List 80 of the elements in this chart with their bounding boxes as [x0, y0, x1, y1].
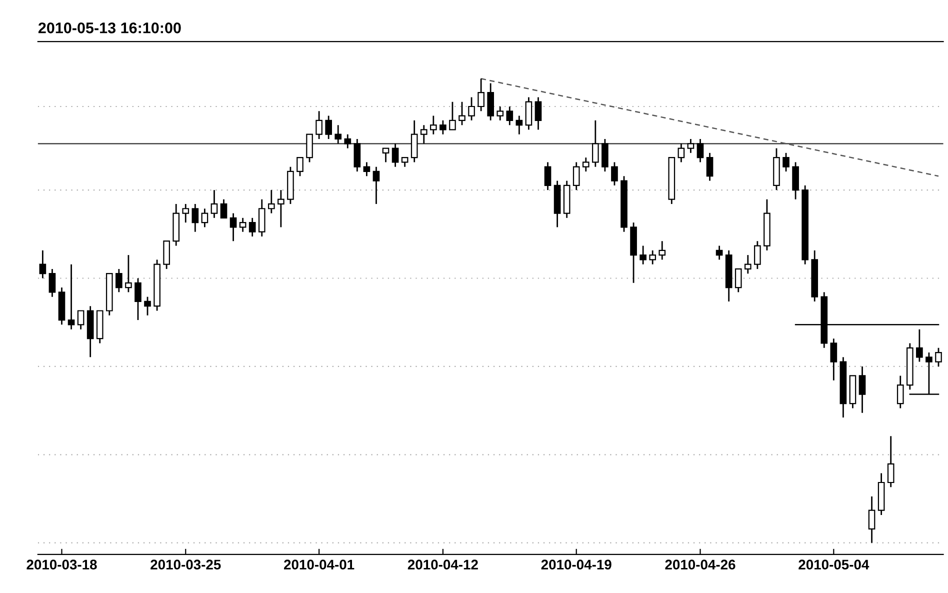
candlestick [858, 366, 866, 414]
candlestick [116, 268, 122, 293]
candlestick [916, 328, 923, 363]
candlestick [163, 240, 170, 270]
candlestick [182, 203, 190, 224]
candlestick [734, 268, 742, 293]
candlestick [496, 106, 504, 122]
candlestick [716, 245, 723, 260]
candlestick [392, 142, 399, 168]
candlestick [363, 162, 370, 177]
candlestick [430, 115, 437, 136]
candlestick [210, 189, 218, 219]
candlestick [744, 254, 752, 274]
candlestick [544, 162, 552, 191]
candlestick [506, 106, 514, 126]
candlestick [868, 496, 876, 544]
candlestick [382, 148, 390, 163]
x-tick-label: 2010-04-26 [665, 560, 736, 570]
candlestick [687, 138, 694, 154]
x-tick-label: 2010-05-04 [798, 560, 870, 570]
candlestick [478, 78, 484, 112]
candlestick [678, 142, 685, 163]
candlestick [516, 115, 523, 136]
candlestick [706, 152, 714, 182]
candlestick [372, 166, 380, 205]
candlestick [144, 296, 151, 316]
candlestick [401, 156, 408, 168]
candlestick [230, 212, 237, 242]
chart-title: 2010-05-13 16:10:00 [38, 22, 181, 34]
candlestick [440, 120, 446, 136]
candlestick [935, 347, 942, 368]
candlestick [468, 96, 475, 122]
candlestick [449, 101, 456, 130]
candlestick [334, 124, 342, 144]
candlestick [830, 338, 838, 382]
candlestick [258, 198, 266, 238]
x-tick-label: 2010-03-18 [26, 560, 97, 570]
candlestick [658, 240, 666, 260]
candlestick [344, 134, 352, 149]
candlestick [696, 138, 704, 163]
candlestick [325, 115, 332, 140]
candlestick [39, 250, 46, 279]
x-tick-label: 2010-04-12 [408, 560, 478, 570]
candlestick [134, 278, 142, 321]
candlestick [782, 152, 790, 172]
candlestick [592, 120, 599, 168]
candlestick [192, 203, 199, 233]
candlestick [420, 124, 428, 144]
candlestick [268, 189, 275, 214]
candlestick [458, 101, 466, 126]
candlestick [792, 162, 799, 200]
candlestick [572, 162, 580, 191]
candlestick [887, 435, 894, 488]
candlestick [754, 240, 761, 270]
candlestick [534, 96, 542, 130]
candlestick [48, 268, 56, 298]
candlestick [296, 156, 304, 177]
candlestick [125, 254, 132, 293]
candlestick [306, 134, 313, 163]
candlestick [201, 208, 208, 228]
candlestick [77, 310, 84, 330]
x-tick-label: 2010-03-25 [150, 560, 221, 570]
x-tick-label: 2010-04-01 [284, 560, 354, 570]
candlestick [220, 198, 228, 219]
candlestick [487, 82, 494, 122]
candlestick [582, 156, 590, 172]
candlestick [239, 217, 246, 233]
candlestick [602, 138, 608, 172]
candlestick [525, 96, 532, 130]
candlestick [354, 138, 361, 172]
candlestick [316, 110, 322, 140]
candlestick [640, 245, 646, 266]
candlestick [896, 375, 904, 409]
candlestick [68, 264, 75, 330]
candlestick [278, 189, 284, 228]
candlestick [410, 120, 418, 163]
candlestick [649, 250, 656, 266]
candlestick [248, 217, 256, 238]
candlestick [611, 162, 618, 186]
x-tick-label: 2010-04-19 [541, 560, 612, 570]
